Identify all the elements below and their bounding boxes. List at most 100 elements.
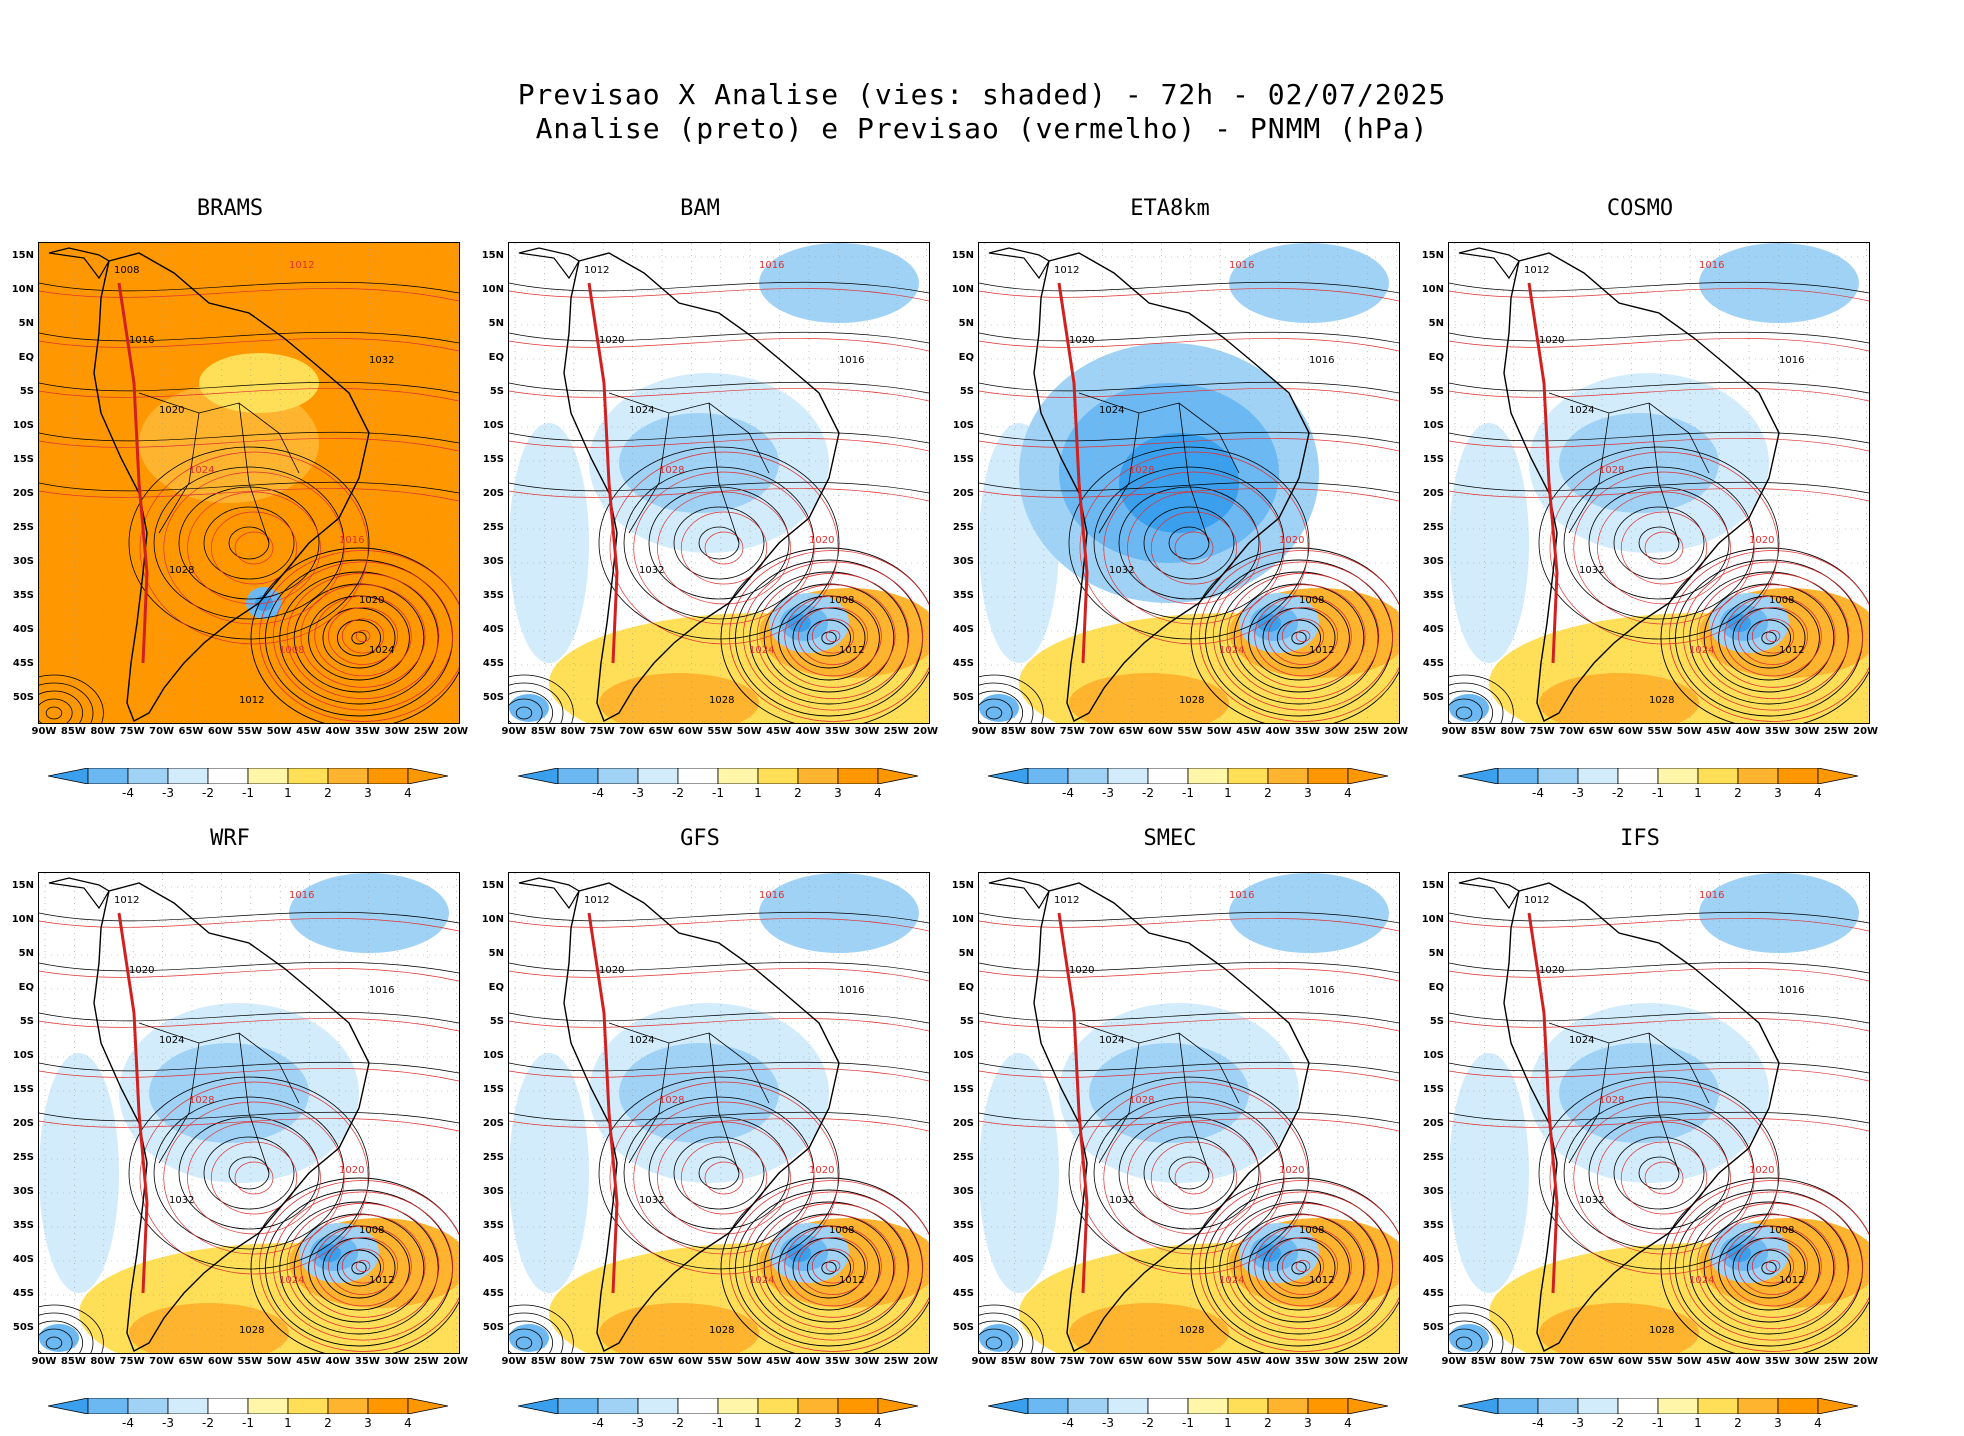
colorbar-label: -2 bbox=[672, 1416, 684, 1430]
isobar-label: 1032 bbox=[639, 565, 664, 576]
isobar-label: 1016 bbox=[1779, 355, 1804, 366]
isobar-label: 1016 bbox=[1699, 260, 1724, 271]
latitude-label: 25S bbox=[12, 522, 34, 533]
latitude-label: 50S bbox=[1422, 1322, 1444, 1333]
colorbar-segment bbox=[1307, 1397, 1349, 1415]
colorbar-label: -2 bbox=[1612, 786, 1624, 800]
longitude-label: 30W bbox=[854, 1356, 880, 1367]
latitude-label: 20S bbox=[1422, 1118, 1444, 1129]
colorbar-label: 4 bbox=[1814, 1416, 1822, 1430]
model-name: BAM bbox=[680, 196, 720, 221]
colorbar-segment bbox=[1537, 767, 1579, 785]
longitude-label: 75W bbox=[1529, 726, 1555, 737]
forecast-map: 1012 1016 1020 1024 1028 1032 1016 1020 1008 1012… bbox=[508, 242, 930, 724]
longitude-label: 75W bbox=[119, 1356, 145, 1367]
colorbar-label: 4 bbox=[404, 786, 412, 800]
isobar-label: 1024 bbox=[1689, 645, 1714, 656]
longitude-label: 50W bbox=[266, 1356, 292, 1367]
latitude-label: 20S bbox=[12, 1118, 34, 1129]
longitude-label: 20W bbox=[443, 726, 469, 737]
colorbar-label: 3 bbox=[1774, 786, 1782, 800]
latitude-label: 15N bbox=[1421, 250, 1444, 261]
latitude-label: 45S bbox=[1422, 1288, 1444, 1299]
isobar-label: 1028 bbox=[239, 1325, 264, 1336]
longitude-label: 45W bbox=[1236, 726, 1262, 737]
colorbar-segment bbox=[1497, 767, 1539, 785]
latitude-label: 30S bbox=[1422, 1186, 1444, 1197]
isobar-label: 1008 bbox=[829, 595, 854, 606]
isobar-label: 1012 bbox=[1054, 895, 1079, 906]
latitude-label: 10S bbox=[12, 1050, 34, 1061]
isobar-label: 1028 bbox=[709, 1325, 734, 1336]
longitude-label: 35W bbox=[1294, 1356, 1320, 1367]
colorbar-label: -3 bbox=[1102, 1416, 1114, 1430]
isobar-label: 1020 bbox=[809, 1165, 834, 1176]
longitude-label: 50W bbox=[1676, 726, 1702, 737]
longitude-label: 30W bbox=[1794, 1356, 1820, 1367]
colorbar-segment bbox=[557, 1397, 599, 1415]
isobar-label: 1016 bbox=[759, 890, 784, 901]
forecast-map: 1012 1016 1020 1024 1028 1032 1016 1020 1008 1012… bbox=[1448, 242, 1870, 724]
longitude-label: 70W bbox=[1559, 726, 1585, 737]
model-panel-eta8km: ETA8km 1012 1016 1020 1024 1028 1032 1016 1020 10… bbox=[940, 196, 1408, 756]
longitude-label: 90W bbox=[501, 726, 527, 737]
isobar-label: 1020 bbox=[159, 405, 184, 416]
colorbar-segment bbox=[87, 1397, 129, 1415]
longitude-label: 20W bbox=[913, 1356, 939, 1367]
isobar-label: 1024 bbox=[369, 645, 394, 656]
colorbar-segment bbox=[717, 1397, 759, 1415]
colorbar-segment bbox=[167, 767, 209, 785]
colorbar-segment bbox=[597, 1397, 639, 1415]
isobar-label: 1008 bbox=[1769, 595, 1794, 606]
colorbar-label: 1 bbox=[284, 786, 292, 800]
colorbar-segment bbox=[1147, 767, 1189, 785]
model-name: GFS bbox=[680, 826, 720, 851]
longitude-label: 55W bbox=[1647, 1356, 1673, 1367]
latitude-label: 20S bbox=[482, 1118, 504, 1129]
colorbar-segment bbox=[1577, 1397, 1619, 1415]
longitude-label: 65W bbox=[178, 1356, 204, 1367]
longitude-label: 25W bbox=[1353, 726, 1379, 737]
latitude-label: 20S bbox=[952, 488, 974, 499]
isobar-label: 1012 bbox=[1779, 1275, 1804, 1286]
latitude-label: 10S bbox=[952, 1050, 974, 1061]
colorbar-segment bbox=[1617, 767, 1659, 785]
longitude-label: 40W bbox=[1735, 1356, 1761, 1367]
colorbar-label: -4 bbox=[592, 1416, 604, 1430]
isobar-label: 1016 bbox=[129, 335, 154, 346]
latitude-label: 50S bbox=[952, 692, 974, 703]
isobar-label: 1024 bbox=[1219, 645, 1244, 656]
colorbar: -4 -3 -2 -1 1 2 3 4 bbox=[47, 1397, 449, 1432]
colorbar: -4 -3 -2 -1 1 2 3 4 bbox=[517, 767, 919, 802]
isobar-label: 1012 bbox=[1779, 645, 1804, 656]
latitude-label: EQ bbox=[18, 982, 34, 993]
latitude-label: 30S bbox=[12, 556, 34, 567]
latitude-label: 5S bbox=[19, 386, 34, 397]
colorbar-label: -1 bbox=[1182, 786, 1194, 800]
colorbar-label: -4 bbox=[1532, 786, 1544, 800]
isobar-label: 1008 bbox=[359, 1225, 384, 1236]
isobar-label: 1024 bbox=[1219, 1275, 1244, 1286]
isobar-contours bbox=[1449, 281, 1869, 723]
longitude-label: 50W bbox=[1676, 1356, 1702, 1367]
colorbar-label: 4 bbox=[404, 1416, 412, 1430]
longitude-label: 50W bbox=[736, 726, 762, 737]
latitude-label: 50S bbox=[12, 1322, 34, 1333]
isobar-label: 1012 bbox=[369, 1275, 394, 1286]
bias-shading bbox=[509, 243, 929, 723]
colorbar-segment bbox=[1697, 767, 1739, 785]
colorbar-segment bbox=[287, 1397, 329, 1415]
longitude-label: 55W bbox=[237, 1356, 263, 1367]
longitude-label: 20W bbox=[443, 1356, 469, 1367]
latitude-label: 40S bbox=[12, 1254, 34, 1265]
isobar-label: 1024 bbox=[1569, 405, 1594, 416]
isobar-label: 1016 bbox=[1699, 890, 1724, 901]
isobar-label: 1008 bbox=[1299, 595, 1324, 606]
longitude-label: 55W bbox=[1647, 726, 1673, 737]
isobar-label: 1012 bbox=[1054, 265, 1079, 276]
isobar-label: 1028 bbox=[1649, 1325, 1674, 1336]
longitude-label: 20W bbox=[913, 726, 939, 737]
latitude-label: 45S bbox=[952, 1288, 974, 1299]
colorbar-segment bbox=[247, 767, 289, 785]
isobar-contours bbox=[979, 911, 1399, 1353]
